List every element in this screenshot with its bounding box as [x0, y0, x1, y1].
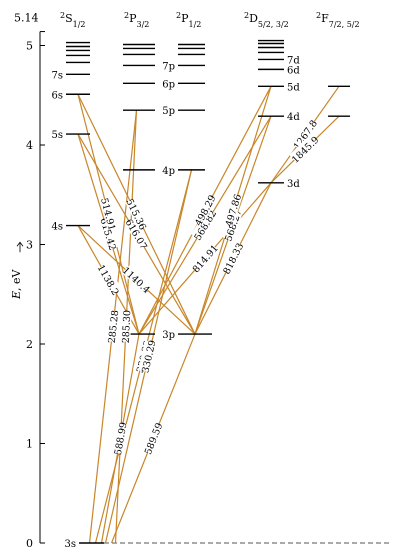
svg-text:285.28: 285.28	[107, 310, 122, 344]
column-header-P32: 2P3/2	[124, 11, 149, 29]
y-tick-label: 5	[26, 40, 33, 53]
y-tick-label: 4	[26, 139, 33, 152]
svg-text:285.30: 285.30	[121, 310, 134, 344]
y-tick-label: 3	[26, 239, 33, 252]
level-label-3p: 3p	[162, 330, 175, 341]
column-header-S: 2S1/2	[60, 11, 86, 29]
level-label-6d: 6d	[287, 65, 300, 76]
transition-label: 285.30	[118, 310, 133, 344]
level-label-3d: 3d	[287, 179, 300, 190]
level-label-5d: 5d	[287, 82, 300, 93]
transition-label: 818.33	[220, 242, 246, 276]
level-label-4d: 4d	[287, 112, 300, 123]
level-label-6p: 6p	[162, 79, 175, 90]
y-tick-label: 1	[26, 438, 33, 451]
transition-label: 589.59	[141, 421, 165, 456]
level-label-3s: 3s	[65, 539, 77, 550]
level-label-5p: 5p	[162, 106, 175, 117]
transition-label: 814.91	[189, 242, 221, 275]
column-header-D: 2D5/2, 3/2	[244, 11, 289, 29]
column-headers: 2S1/2 2P3/2 2P1/2 2D5/2, 3/2 2F7/2, 5/2	[60, 11, 360, 29]
transition-label: 285.28	[104, 310, 122, 344]
level-label-6s: 6s	[52, 90, 64, 101]
energy-axis: 0 1 2 3 4 5 5.14 E, eV	[10, 12, 390, 550]
column-header-F: 2F7/2, 5/2	[316, 11, 360, 29]
transition-labels: 589.59588.99330.23285.281140.41138.2616.…	[95, 118, 321, 456]
level-label-7d: 7d	[287, 55, 300, 66]
level-label-4p: 4p	[162, 166, 175, 177]
y-limit-label: 5.14	[14, 12, 39, 25]
level-label-4s: 4s	[52, 222, 64, 233]
y-tick-label: 2	[26, 338, 33, 351]
y-tick-label: 0	[26, 537, 33, 550]
column-header-P12: 2P1/2	[176, 11, 201, 29]
level-label-5s: 5s	[52, 130, 64, 141]
level-label-7s: 7s	[52, 70, 64, 81]
level-label-7p: 7p	[162, 61, 175, 72]
y-axis-title: E, eV	[10, 269, 23, 301]
